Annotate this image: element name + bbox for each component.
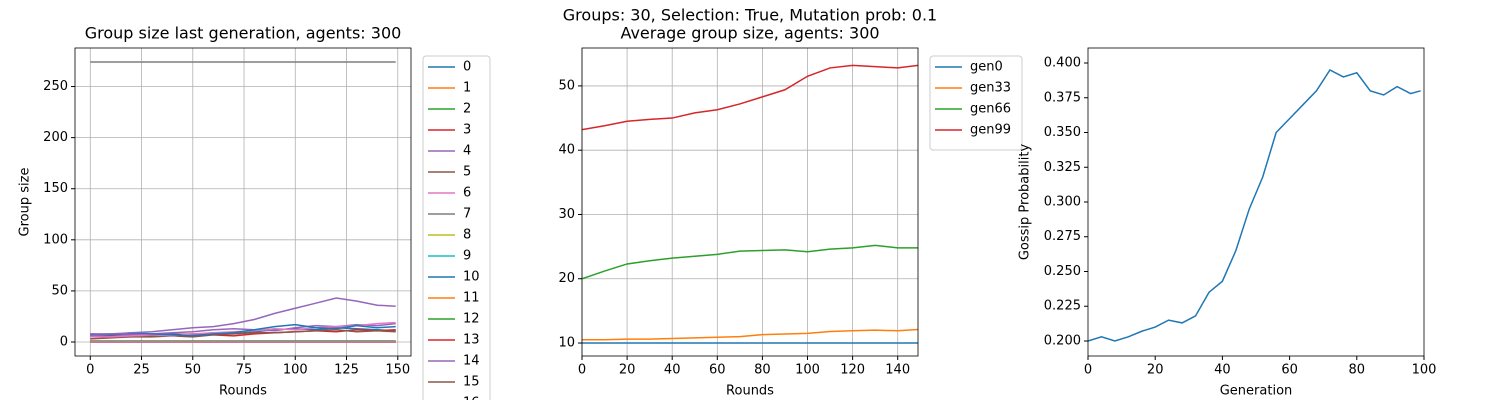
y-axis-label: Group size [18, 168, 33, 237]
legend-label: gen99 [970, 123, 1011, 138]
y-tick-label: 200 [43, 130, 68, 145]
y-tick-label: 150 [43, 181, 68, 196]
y-tick-label: 0.375 [1044, 90, 1081, 105]
legend-label: 7 [463, 207, 471, 222]
y-tick-label: 0.250 [1044, 264, 1081, 279]
chart-title: Average group size, agents: 300 [620, 24, 879, 43]
axes-frame [74, 47, 412, 357]
x-tick-label: 150 [385, 363, 410, 378]
legend-label: gen0 [970, 60, 1003, 75]
x-axis-label: Generation [1220, 384, 1293, 399]
legend-label: 16 [463, 396, 480, 400]
legend-label: 15 [463, 375, 480, 390]
legend-label: 5 [463, 165, 471, 180]
x-tick-label: 100 [795, 363, 820, 378]
y-tick-label: 0.225 [1044, 299, 1081, 314]
y-tick-label: 0.275 [1044, 229, 1081, 244]
x-tick-label: 25 [133, 363, 150, 378]
y-tick-label: 0 [60, 335, 68, 350]
y-tick-label: 10 [558, 336, 575, 351]
x-tick-label: 60 [1281, 363, 1298, 378]
y-tick-label: 0.400 [1044, 56, 1081, 71]
x-tick-label: 0 [578, 363, 586, 378]
legend-label: 1 [463, 81, 471, 96]
y-tick-label: 100 [43, 232, 68, 247]
series-line [582, 244, 918, 280]
series-line [582, 328, 918, 341]
legend-label: 2 [463, 102, 471, 117]
x-axis-label: Rounds [219, 384, 267, 399]
x-tick-label: 0 [1084, 363, 1092, 378]
y-tick-label: 30 [558, 207, 575, 222]
legend-label: 9 [463, 249, 471, 264]
x-tick-label: 80 [1349, 363, 1366, 378]
chart-title: Group size last generation, agents: 300 [85, 24, 402, 43]
y-tick-label: 50 [51, 283, 68, 298]
y-tick-label: 0.325 [1044, 160, 1081, 175]
legend-label: 8 [463, 228, 471, 243]
x-tick-label: 100 [1412, 363, 1437, 378]
legend-label: 3 [463, 123, 471, 138]
axes-frame [1087, 47, 1425, 357]
legend-label: 14 [463, 354, 480, 369]
figure-title: Groups: 30, Selection: True, Mutation pr… [563, 6, 937, 25]
legend-label: 6 [463, 186, 471, 201]
legend-label: gen66 [970, 102, 1011, 117]
y-tick-label: 250 [43, 79, 68, 94]
series-line [90, 297, 396, 335]
y-tick-label: 0.350 [1044, 125, 1081, 140]
x-axis-label: Rounds [726, 384, 774, 399]
x-tick-label: 60 [709, 363, 726, 378]
legend-label: 4 [463, 144, 471, 159]
x-tick-label: 80 [754, 363, 771, 378]
y-tick-label: 20 [558, 271, 575, 286]
legend-box [929, 55, 1023, 151]
x-tick-label: 20 [1147, 363, 1164, 378]
legend-label: 10 [463, 270, 480, 285]
x-tick-label: 125 [334, 363, 359, 378]
y-tick-label: 40 [558, 143, 575, 158]
legend-label: 0 [463, 60, 471, 75]
y-tick-label: 0.300 [1044, 195, 1081, 210]
legend-label: 11 [463, 291, 480, 306]
series-line [90, 323, 396, 337]
x-tick-label: 100 [283, 363, 308, 378]
x-tick-label: 140 [885, 363, 910, 378]
series-line [582, 64, 918, 131]
series-line [1088, 68, 1421, 342]
legend-label: 13 [463, 333, 480, 348]
axes-frame [581, 47, 919, 357]
x-tick-label: 50 [185, 363, 202, 378]
y-tick-label: 50 [558, 78, 575, 93]
series-line [90, 328, 396, 340]
legend-box [422, 55, 491, 400]
y-axis-label: Gossip Probability [1018, 144, 1033, 261]
x-tick-label: 40 [664, 363, 681, 378]
y-tick-label: 0.200 [1044, 333, 1081, 348]
x-tick-label: 40 [1214, 363, 1231, 378]
x-tick-label: 0 [86, 363, 94, 378]
x-tick-label: 120 [840, 363, 865, 378]
legend-label: 12 [463, 312, 480, 327]
legend-label: gen33 [970, 81, 1011, 96]
x-tick-label: 20 [619, 363, 636, 378]
x-tick-label: 75 [236, 363, 253, 378]
